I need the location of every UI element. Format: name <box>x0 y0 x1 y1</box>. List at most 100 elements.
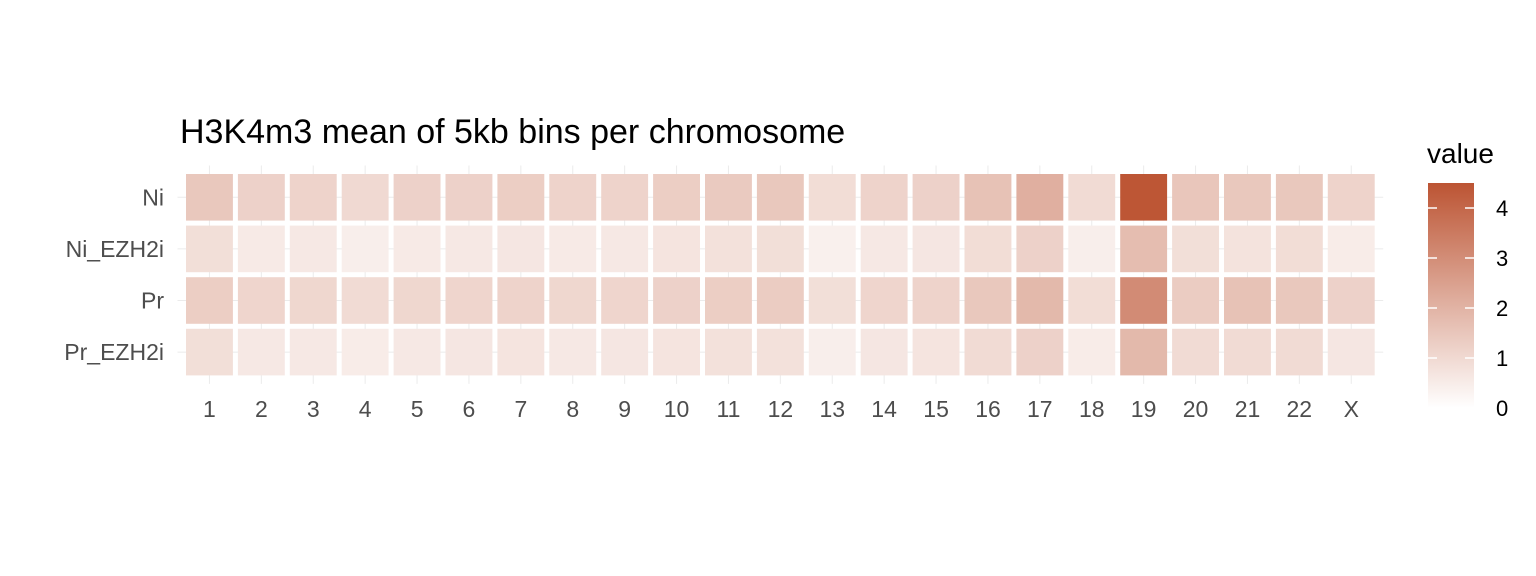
heatmap-cell-Pr-1 <box>186 277 233 324</box>
y-tick-label: Ni <box>142 184 164 210</box>
x-tick-label: 12 <box>768 396 794 422</box>
heatmap-cell-Ni_EZH2i-10 <box>653 225 700 273</box>
x-tick-label: 3 <box>307 396 320 422</box>
heatmap-cell-Ni_EZH2i-20 <box>1172 225 1219 273</box>
legend-title: value <box>1427 138 1494 169</box>
heatmap-cell-Ni_EZH2i-1 <box>186 225 233 273</box>
heatmap-cell-Ni_EZH2i-11 <box>705 225 752 273</box>
heatmap-cell-Ni_EZH2i-14 <box>860 225 908 273</box>
heatmap-cell-Pr-6 <box>445 277 493 324</box>
x-tick-label: 19 <box>1131 396 1157 422</box>
heatmap-cell-Ni-6 <box>445 174 493 221</box>
heatmap-cell-Ni-11 <box>705 174 752 221</box>
heatmap-cell-Pr_EZH2i-6 <box>445 328 493 376</box>
x-tick-label: 6 <box>463 396 476 422</box>
heatmap-cell-Pr-17 <box>1016 277 1064 324</box>
heatmap-cell-Pr_EZH2i-18 <box>1068 328 1116 376</box>
legend-ticks: 0 1 2 3 4 <box>1428 196 1508 421</box>
heatmap-cell-Ni-5 <box>393 174 441 221</box>
heatmap-cell-Ni-10 <box>653 174 700 221</box>
heatmap-cell-Pr-9 <box>601 277 649 324</box>
heatmap-cell-Pr-21 <box>1224 277 1271 324</box>
x-tick-label: 5 <box>411 396 424 422</box>
heatmap-cell-Pr_EZH2i-X <box>1327 328 1375 376</box>
x-tick-label: 21 <box>1235 396 1261 422</box>
heatmap-cell-Pr_EZH2i-10 <box>653 328 700 376</box>
heatmap-cell-Ni_EZH2i-19 <box>1120 225 1168 273</box>
x-tick-label: 9 <box>618 396 631 422</box>
x-tick-label: 17 <box>1027 396 1053 422</box>
heatmap-cell-Ni_EZH2i-3 <box>289 225 337 273</box>
heatmap-cell-Ni_EZH2i-13 <box>808 225 856 273</box>
heatmap-cell-Ni_EZH2i-7 <box>497 225 545 273</box>
heatmap-cell-Ni-X <box>1327 174 1375 221</box>
heatmap-cell-Pr-15 <box>912 277 960 324</box>
x-tick-label: 1 <box>203 396 216 422</box>
heatmap-cell-Pr-2 <box>237 277 285 324</box>
x-tick-label: 8 <box>566 396 579 422</box>
heatmap-cell-Ni_EZH2i-6 <box>445 225 493 273</box>
x-tick-label: 2 <box>255 396 268 422</box>
heatmap-cell-Ni_EZH2i-12 <box>756 225 804 273</box>
x-tick-label: 16 <box>975 396 1001 422</box>
heatmap-cell-Pr-8 <box>549 277 597 324</box>
x-tick-label: 10 <box>664 396 690 422</box>
heatmap-cell-Pr_EZH2i-5 <box>393 328 441 376</box>
legend-colorbar <box>1428 183 1474 408</box>
heatmap-cell-Pr_EZH2i-19 <box>1120 328 1168 376</box>
heatmap-cell-Pr-4 <box>341 277 389 324</box>
color-legend: value 0 1 2 3 4 <box>1427 138 1508 421</box>
legend-break-label: 3 <box>1496 246 1508 271</box>
y-tick-label: Ni_EZH2i <box>66 236 164 262</box>
heatmap-cell-Ni-15 <box>912 174 960 221</box>
heatmap-cell-Ni-4 <box>341 174 389 221</box>
heatmap-cell-Ni_EZH2i-X <box>1327 225 1375 273</box>
heatmap-cells <box>186 174 1375 376</box>
heatmap-cell-Pr-7 <box>497 277 545 324</box>
heatmap-cell-Pr_EZH2i-20 <box>1172 328 1219 376</box>
heatmap-cell-Ni-16 <box>964 174 1012 221</box>
heatmap-cell-Ni_EZH2i-5 <box>393 225 441 273</box>
heatmap-cell-Ni-19 <box>1120 174 1168 221</box>
legend-break-label: 2 <box>1496 296 1508 321</box>
heatmap-cell-Ni-2 <box>237 174 285 221</box>
heatmap-cell-Pr_EZH2i-14 <box>860 328 908 376</box>
x-tick-label: 11 <box>717 396 741 422</box>
heatmap-cell-Pr-3 <box>289 277 337 324</box>
heatmap-cell-Pr-18 <box>1068 277 1116 324</box>
heatmap-cell-Ni_EZH2i-21 <box>1224 225 1271 273</box>
chart-title: H3K4m3 mean of 5kb bins per chromosome <box>180 113 845 151</box>
heatmap-cell-Pr-13 <box>808 277 856 324</box>
heatmap-cell-Ni-21 <box>1224 174 1271 221</box>
x-tick-label: 14 <box>871 396 897 422</box>
heatmap-cell-Pr_EZH2i-2 <box>237 328 285 376</box>
heatmap-cell-Ni-13 <box>808 174 856 221</box>
heatmap-cell-Pr-11 <box>705 277 752 324</box>
legend-break-label: 0 <box>1496 396 1508 421</box>
heatmap-cell-Pr_EZH2i-3 <box>289 328 337 376</box>
x-axis-tick-labels: 1 2 3 4 5 6 7 8 9 10 11 12 13 14 15 16 17 18 19 20 21 22 X <box>203 396 1359 422</box>
y-tick-label: Pr_EZH2i <box>64 339 164 365</box>
heatmap-cell-Ni-22 <box>1275 174 1323 221</box>
heatmap-cell-Ni-1 <box>186 174 233 221</box>
x-tick-label: 22 <box>1287 396 1313 422</box>
heatmap-cell-Pr_EZH2i-4 <box>341 328 389 376</box>
legend-break-label: 1 <box>1496 346 1508 371</box>
heatmap-cell-Pr_EZH2i-21 <box>1224 328 1271 376</box>
heatmap-cell-Pr_EZH2i-16 <box>964 328 1012 376</box>
heatmap-cell-Ni_EZH2i-22 <box>1275 225 1323 273</box>
heatmap-cell-Ni_EZH2i-4 <box>341 225 389 273</box>
heatmap-cell-Pr_EZH2i-11 <box>705 328 752 376</box>
legend-break-label: 4 <box>1496 196 1508 221</box>
heatmap-cell-Pr-10 <box>653 277 700 324</box>
x-tick-label: 15 <box>923 396 949 422</box>
heatmap-cell-Pr-12 <box>756 277 804 324</box>
heatmap-cell-Ni-3 <box>289 174 337 221</box>
y-tick-label: Pr <box>141 288 164 314</box>
heatmap-cell-Ni-17 <box>1016 174 1064 221</box>
heatmap-cell-Ni_EZH2i-16 <box>964 225 1012 273</box>
x-tick-label: 4 <box>359 396 372 422</box>
heatmap-cell-Ni-8 <box>549 174 597 221</box>
heatmap-cell-Ni_EZH2i-17 <box>1016 225 1064 273</box>
